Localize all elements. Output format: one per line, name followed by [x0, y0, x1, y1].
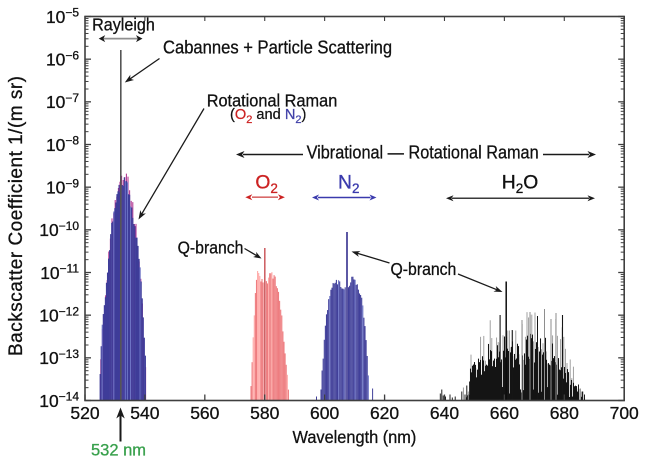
svg-text:(O2 and N2): (O2 and N2) — [230, 107, 306, 126]
svg-text:O2: O2 — [255, 172, 278, 196]
svg-text:10−5: 10−5 — [46, 6, 79, 27]
svg-text:520: 520 — [70, 403, 99, 423]
svg-text:560: 560 — [190, 403, 219, 423]
svg-text:H2O: H2O — [502, 172, 538, 196]
svg-text:680: 680 — [550, 403, 579, 423]
svg-text:10−12: 10−12 — [39, 304, 79, 325]
svg-text:540: 540 — [130, 403, 159, 423]
svg-text:10−13: 10−13 — [39, 347, 79, 368]
svg-text:Q-branch: Q-branch — [391, 261, 457, 280]
svg-text:10−6: 10−6 — [46, 48, 79, 69]
svg-text:Backscatter Coefficient 1/(m s: Backscatter Coefficient 1/(m sr) — [6, 76, 27, 356]
svg-text:10−9: 10−9 — [46, 176, 79, 197]
svg-text:Q-branch: Q-branch — [178, 238, 244, 258]
svg-text:580: 580 — [250, 403, 279, 423]
svg-text:700: 700 — [610, 403, 639, 423]
svg-text:Wavelength (nm): Wavelength (nm) — [293, 427, 417, 447]
svg-text:532 nm: 532 nm — [91, 442, 146, 460]
svg-text:660: 660 — [490, 403, 519, 423]
svg-text:Rotational Raman: Rotational Raman — [207, 91, 338, 111]
svg-text:10−11: 10−11 — [40, 262, 79, 283]
svg-text:Cabannes + Particle Scattering: Cabannes + Particle Scattering — [163, 36, 392, 57]
svg-text:640: 640 — [430, 403, 459, 423]
svg-text:10−10: 10−10 — [39, 219, 79, 240]
svg-text:Rayleigh: Rayleigh — [92, 15, 155, 35]
svg-text:10−8: 10−8 — [46, 134, 79, 155]
svg-text:600: 600 — [310, 403, 339, 423]
svg-text:620: 620 — [370, 403, 399, 423]
svg-text:Vibrational — Rotational Raman: Vibrational — Rotational Raman — [307, 141, 539, 162]
svg-text:N2: N2 — [338, 172, 359, 196]
svg-text:10−7: 10−7 — [46, 91, 79, 112]
